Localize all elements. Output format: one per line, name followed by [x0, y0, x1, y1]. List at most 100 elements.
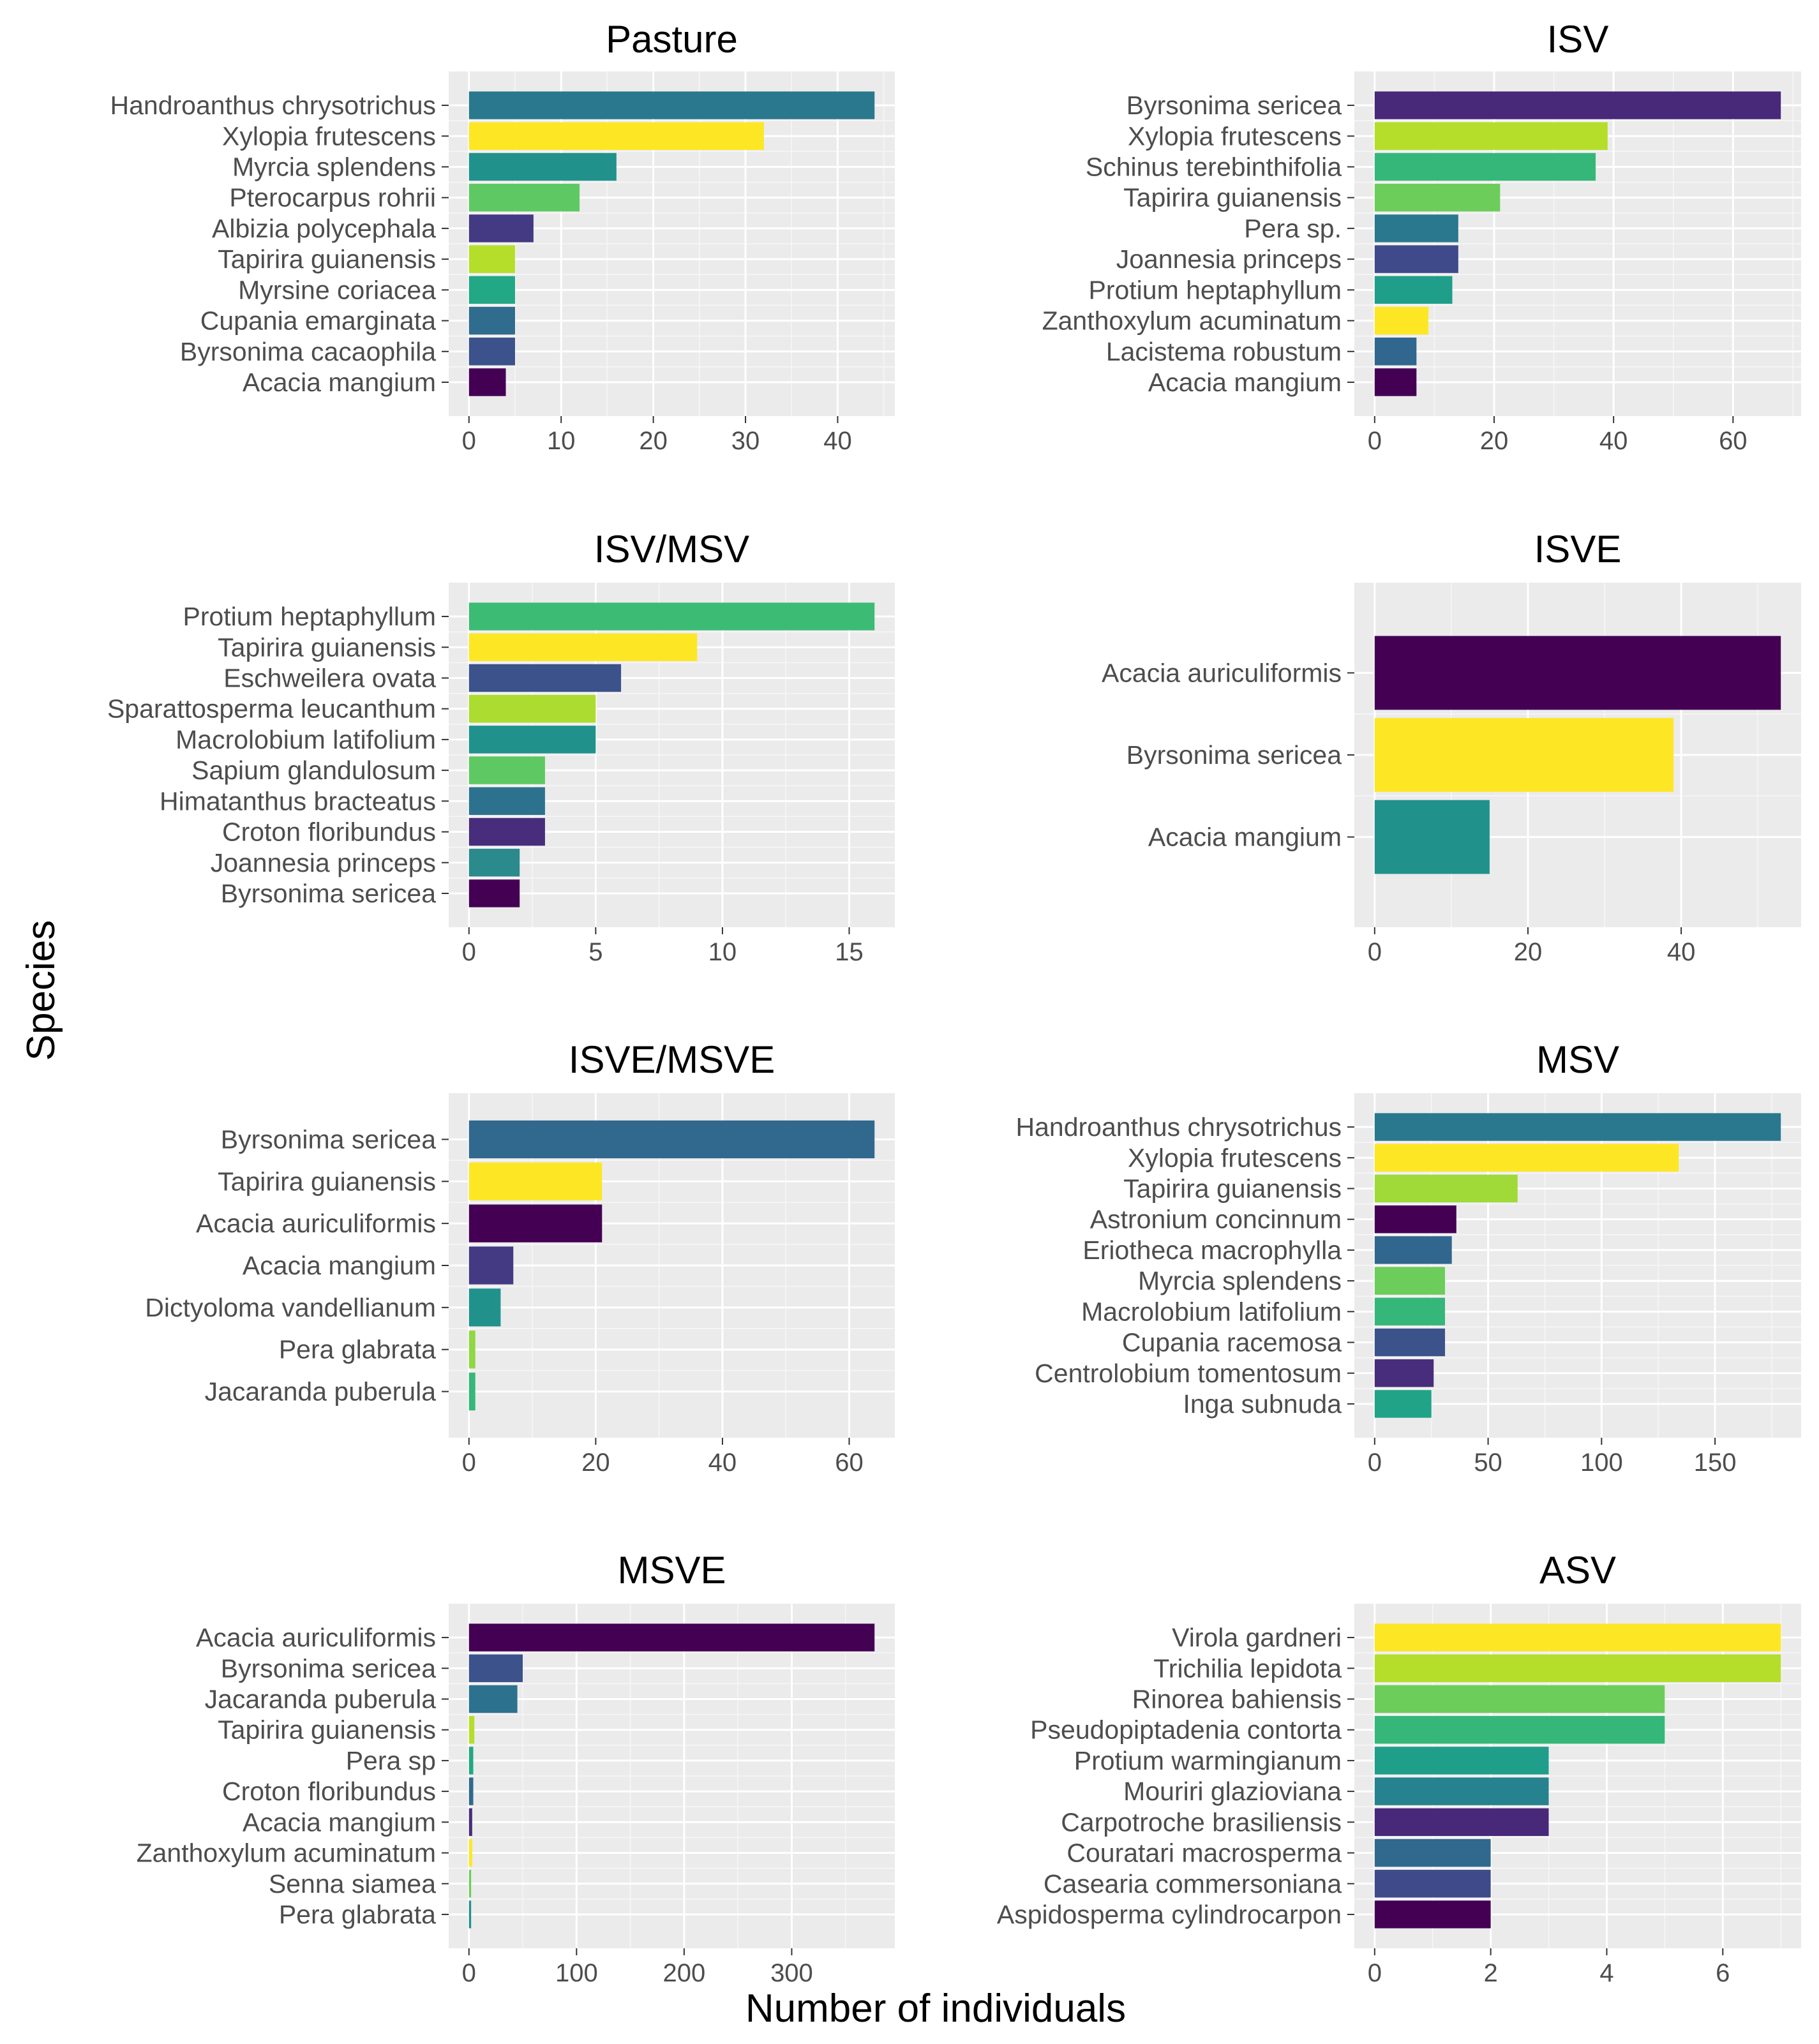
bar-xylopia-frutescens: [1374, 1144, 1679, 1172]
bar-dictyoloma-vandellianum: [468, 1288, 501, 1327]
y-tick-label: Cupania emarginata: [200, 306, 436, 336]
y-tick-label: Xylopia frutescens: [1128, 1143, 1342, 1172]
bar-tapirira-guianensis: [468, 245, 515, 273]
x-tick-label: 40: [823, 427, 852, 455]
y-tick-label: Tapirira guianensis: [218, 1715, 436, 1745]
y-tick-label: Albizia polycephala: [212, 214, 436, 243]
x-tick-label: 4: [1599, 1959, 1613, 1987]
y-tick-label: Acacia mangium: [243, 1807, 436, 1837]
bar-byrsonima-sericea: [468, 1654, 523, 1682]
x-tick-label: 5: [588, 938, 603, 966]
bar-byrsonima-sericea: [1374, 91, 1781, 119]
x-tick-label: 40: [708, 1449, 737, 1477]
y-tick-label: Lacistema robustum: [1106, 337, 1342, 366]
y-tick-label: Inga subnuda: [1183, 1389, 1342, 1419]
bar-tapirira-guianensis: [468, 1715, 475, 1744]
bar-aspidosperma-cylindrocarpon: [1374, 1900, 1491, 1928]
y-tick-label: Tapirira guianensis: [1123, 1174, 1342, 1203]
y-tick-label: Dictyoloma vandellianum: [145, 1293, 436, 1322]
bar-jacaranda-puberula: [468, 1372, 475, 1411]
y-tick-label: Handroanthus chrysotrichus: [110, 91, 436, 120]
x-tick-label: 100: [1580, 1449, 1623, 1477]
bar-pera-glabrata: [468, 1331, 475, 1369]
y-tick-label: Cupania racemosa: [1122, 1328, 1342, 1357]
y-tick-label: Protium heptaphyllum: [183, 602, 436, 631]
bar-senna-siamea: [468, 1870, 472, 1898]
y-tick-label: Pera glabrata: [279, 1900, 436, 1929]
y-tick-label: Jacaranda puberula: [205, 1377, 437, 1406]
panel-isve: Acacia auriculiformis Byrsonima sericea Ac…: [1102, 528, 1801, 966]
bar-protium-heptaphyllum: [1374, 276, 1453, 304]
y-tick-label: Senna siamea: [269, 1869, 436, 1899]
bar-acacia-auriculiformis: [468, 1204, 603, 1242]
x-tick-label: 150: [1694, 1449, 1737, 1477]
bar-myrcia-splendens: [1374, 1267, 1446, 1295]
bar-protium-heptaphyllum: [468, 602, 875, 630]
bar-pera-glabrata: [468, 1900, 472, 1928]
y-tick-label: Rinorea bahiensis: [1132, 1684, 1342, 1713]
x-tick-label: 40: [1599, 427, 1628, 455]
x-tick-label: 0: [462, 1959, 476, 1987]
x-tick-label: 100: [555, 1959, 598, 1987]
x-tick-label: 0: [462, 427, 476, 455]
y-tick-label: Zanthoxylum acuminatum: [1042, 306, 1342, 336]
y-tick-label: Handroanthus chrysotrichus: [1016, 1112, 1342, 1142]
panel-title: ASV: [1539, 1549, 1616, 1592]
y-tick-label: Acacia auriculiformis: [196, 1209, 436, 1238]
y-tick-label: Byrsonima sericea: [1127, 91, 1342, 120]
y-tick-label: Acacia mangium: [243, 368, 436, 397]
x-tick-label: 15: [835, 938, 864, 966]
x-axis-title: Number of individuals: [745, 1987, 1126, 2031]
y-tick-label: Pera sp.: [1244, 214, 1342, 243]
y-tick-label: Astronium concinnum: [1090, 1205, 1342, 1234]
bar-acacia-mangium: [468, 1246, 514, 1285]
bar-pseudopiptadenia-contorta: [1374, 1715, 1665, 1744]
bar-virola-gardneri: [1374, 1623, 1781, 1652]
y-tick-label: Zanthoxylum acuminatum: [137, 1839, 436, 1868]
bar-tapirira-guianensis: [1374, 183, 1501, 212]
y-tick-label: Acacia auriculiformis: [196, 1623, 436, 1652]
y-tick-label: Croton floribundus: [222, 1777, 436, 1806]
bar-acacia-mangium: [1374, 368, 1417, 396]
bar-joannesia-princeps: [1374, 245, 1458, 273]
y-tick-label: Tapirira guianensis: [1123, 183, 1342, 213]
y-tick-label: Myrsine coriacea: [238, 275, 436, 304]
bar-acacia-mangium: [1374, 800, 1490, 874]
y-axis-title: Species: [19, 920, 63, 1061]
x-tick-label: 300: [770, 1959, 813, 1987]
bar-croton-floribundus: [468, 817, 545, 846]
bar-macrolobium-latifolium: [1374, 1297, 1446, 1326]
bar-cupania-emarginata: [468, 306, 515, 335]
x-tick-label: 60: [835, 1449, 864, 1477]
bar-protium-warmingianum: [1374, 1747, 1549, 1775]
bar-acacia-mangium: [468, 1808, 472, 1837]
y-tick-label: Myrcia splendens: [232, 152, 436, 181]
y-tick-label: Acacia mangium: [1148, 823, 1342, 852]
bar-eriotheca-macrophylla: [1374, 1236, 1452, 1264]
y-tick-label: Byrsonima sericea: [221, 1653, 436, 1683]
x-tick-label: 200: [663, 1959, 706, 1987]
y-tick-label: Tapirira guianensis: [218, 244, 436, 274]
y-tick-label: Trichilia lepidota: [1153, 1653, 1342, 1683]
y-tick-label: Acacia auriculiformis: [1102, 658, 1342, 687]
bar-byrsonima-cacaophila: [468, 338, 515, 366]
bar-myrsine-coriacea: [468, 276, 515, 304]
y-tick-label: Tapirira guianensis: [218, 632, 436, 662]
y-tick-label: Pseudopiptadenia contorta: [1030, 1715, 1342, 1745]
bar-tapirira-guianensis: [468, 1162, 603, 1200]
x-tick-label: 20: [1480, 427, 1509, 455]
x-tick-label: 6: [1716, 1959, 1730, 1987]
panel-title: Pasture: [606, 18, 738, 61]
bar-tapirira-guianensis: [1374, 1174, 1518, 1203]
bar-pera-sp: [1374, 214, 1458, 242]
y-tick-label: Jacaranda puberula: [205, 1684, 437, 1713]
bar-schinus-terebinthifolia: [1374, 153, 1596, 181]
y-tick-label: Virola gardneri: [1172, 1623, 1342, 1652]
y-tick-label: Centrolobium tomentosum: [1035, 1359, 1342, 1388]
y-tick-label: Eriotheca macrophylla: [1082, 1235, 1342, 1265]
x-tick-label: 20: [1514, 938, 1543, 966]
y-tick-label: Croton floribundus: [222, 817, 436, 847]
